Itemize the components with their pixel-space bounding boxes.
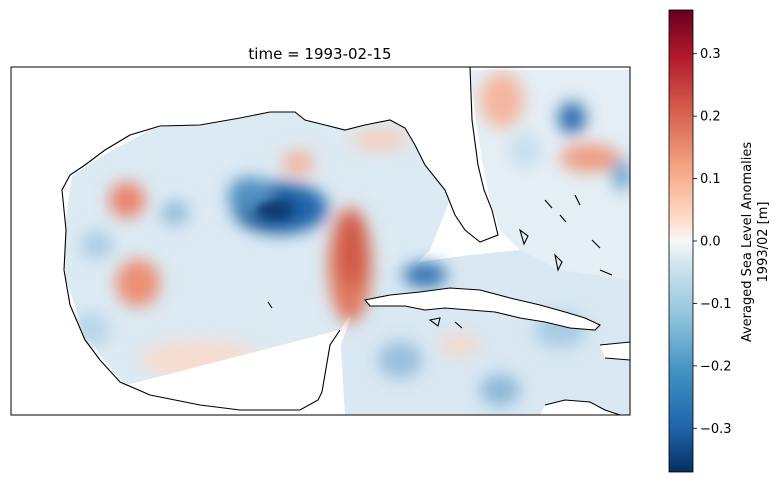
land — [11, 67, 630, 415]
colorbar-tick-label: 0.0 — [700, 235, 721, 250]
anomaly-field — [64, 70, 630, 415]
colorbar-label-line2: 1993/02 [m] — [756, 202, 771, 283]
colorbar-tick-label: 0.1 — [700, 172, 721, 187]
map-area — [11, 67, 630, 415]
colorbar-ticks: 0.3 0.2 0.1 0.0 −0.1 −0.2 −0.3 — [693, 47, 732, 437]
colorbar-tick-label: 0.2 — [700, 110, 721, 125]
coastline — [61, 67, 630, 415]
colorbar-tick-label: −0.1 — [700, 297, 732, 312]
colorbar-tick-label: 0.3 — [700, 47, 721, 62]
map-frame — [10, 66, 631, 416]
colorbar-tick-label: −0.3 — [700, 422, 732, 437]
colorbar-label-line1: Averaged Sea Level Anomalies — [740, 142, 755, 343]
map-title: time = 1993-02-15 — [248, 45, 391, 63]
colorbar-tick-label: −0.2 — [700, 359, 732, 374]
colorbar: 0.3 0.2 0.1 0.0 −0.1 −0.2 −0.3 Averaged Sea Le… — [668, 9, 771, 473]
colorbar-gradient — [668, 9, 694, 473]
